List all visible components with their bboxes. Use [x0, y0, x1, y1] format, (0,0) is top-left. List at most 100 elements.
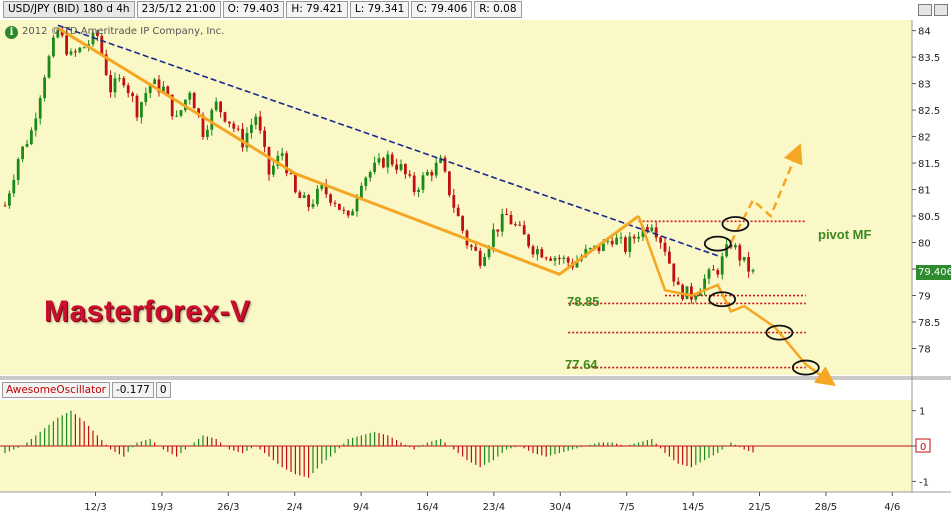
minimize-button[interactable] — [918, 4, 932, 16]
candle-body — [448, 171, 451, 196]
candle-body — [747, 257, 750, 272]
candle-body — [703, 278, 706, 291]
last-price-badge: 79.406 — [916, 265, 951, 280]
candle-body — [342, 209, 346, 211]
candle-body — [250, 124, 253, 134]
candle-body — [197, 108, 200, 116]
candle-body — [734, 245, 737, 248]
candle-body — [500, 214, 504, 232]
y-tick-label: 82.5 — [918, 106, 940, 117]
candle-body — [531, 246, 535, 255]
candle-body — [478, 250, 482, 266]
candle-body — [25, 144, 29, 147]
candle-body — [386, 154, 390, 168]
candle-body — [566, 257, 570, 263]
candle-body — [558, 257, 561, 260]
candle-body — [311, 204, 315, 208]
candle-body — [126, 85, 130, 94]
candle-body — [153, 79, 156, 85]
highlight-ellipse — [791, 359, 820, 376]
candle-body — [91, 32, 95, 45]
candle-body — [408, 174, 412, 176]
candle-body — [16, 159, 20, 180]
candle-body — [712, 269, 715, 271]
candle-body — [509, 215, 513, 225]
low-value: L: 79.341 — [349, 1, 410, 18]
x-tick-label: 16/4 — [416, 502, 438, 513]
candle-body — [245, 133, 249, 148]
candle-body — [698, 290, 702, 296]
high-value: H: 79.421 — [286, 1, 348, 18]
y-tick-label: 84 — [918, 27, 931, 38]
candle-body — [685, 286, 689, 300]
candle-body — [742, 257, 746, 261]
range-value: R: 0.08 — [474, 1, 522, 18]
date-label: 23/5/12 21:00 — [136, 1, 221, 18]
candle-body — [434, 162, 438, 176]
candle-body — [201, 115, 205, 138]
candle-body — [135, 95, 139, 118]
candle-body — [373, 162, 376, 173]
candle-body — [351, 211, 354, 216]
candle-body — [637, 236, 640, 239]
info-icon[interactable]: i — [5, 26, 18, 39]
candle-body — [483, 256, 486, 266]
candle-body — [518, 224, 522, 226]
osc-y-tick-label: -1 — [919, 477, 929, 488]
copyright-text: 2012 © TD Ameritrade IP Company, Inc. — [22, 26, 225, 37]
candle-body — [624, 237, 627, 252]
y-tick-label: 79 — [918, 292, 931, 303]
highlight-ellipse — [721, 216, 750, 232]
x-tick-label: 19/3 — [151, 502, 173, 513]
y-tick-label: 83.5 — [918, 53, 940, 64]
highlight-ellipse — [703, 235, 732, 252]
candle-body — [21, 146, 24, 160]
osc-y-tick-label: 1 — [919, 407, 925, 418]
candle-body — [320, 184, 324, 189]
candle-body — [192, 92, 196, 109]
candle-body — [122, 78, 126, 86]
candle-body — [109, 75, 112, 93]
candle-body — [646, 227, 649, 231]
candle-body — [505, 214, 508, 216]
osc-zero-badge-label: 0 — [920, 442, 926, 453]
candle-body — [738, 245, 742, 261]
candle-body — [298, 192, 302, 198]
wave-path — [57, 26, 640, 277]
candle-body — [206, 129, 209, 138]
candle-body — [219, 101, 222, 113]
candle-body — [60, 29, 64, 36]
candle-body — [628, 236, 632, 252]
x-tick-label: 23/4 — [483, 502, 505, 513]
candle-body — [56, 29, 60, 38]
oscillator-name[interactable]: AwesomeOscillator — [2, 382, 110, 398]
symbol-label[interactable]: USD/JPY (BID) 180 d 4h — [3, 1, 135, 18]
candle-body — [52, 37, 55, 57]
candle-body — [496, 229, 500, 232]
candle-body — [377, 158, 381, 163]
candle-body — [399, 164, 403, 170]
x-tick-label: 4/6 — [884, 502, 900, 513]
open-value: O: 79.403 — [222, 1, 285, 18]
maximize-button[interactable] — [934, 4, 948, 16]
candle-body — [650, 227, 654, 231]
candle-body — [404, 164, 407, 175]
candle-body — [390, 154, 394, 165]
candle-body — [302, 195, 306, 198]
y-tick-label: 80 — [918, 239, 931, 250]
candle-body — [144, 93, 148, 103]
candle-body — [553, 257, 557, 261]
brand-watermark: Masterforex-V — [44, 295, 251, 328]
y-tick-label: 78 — [918, 345, 931, 356]
y-tick-label: 83 — [918, 80, 931, 91]
candle-body — [672, 263, 676, 282]
candle-body — [241, 128, 244, 148]
oscillator-value: -0.177 — [111, 382, 154, 398]
candle-body — [527, 234, 530, 247]
candle-body — [210, 110, 214, 130]
candle-body — [540, 249, 544, 258]
candle-body — [65, 35, 68, 55]
projection-down-arrow — [637, 215, 836, 387]
candle-body — [166, 86, 170, 95]
candle-body — [8, 193, 11, 206]
